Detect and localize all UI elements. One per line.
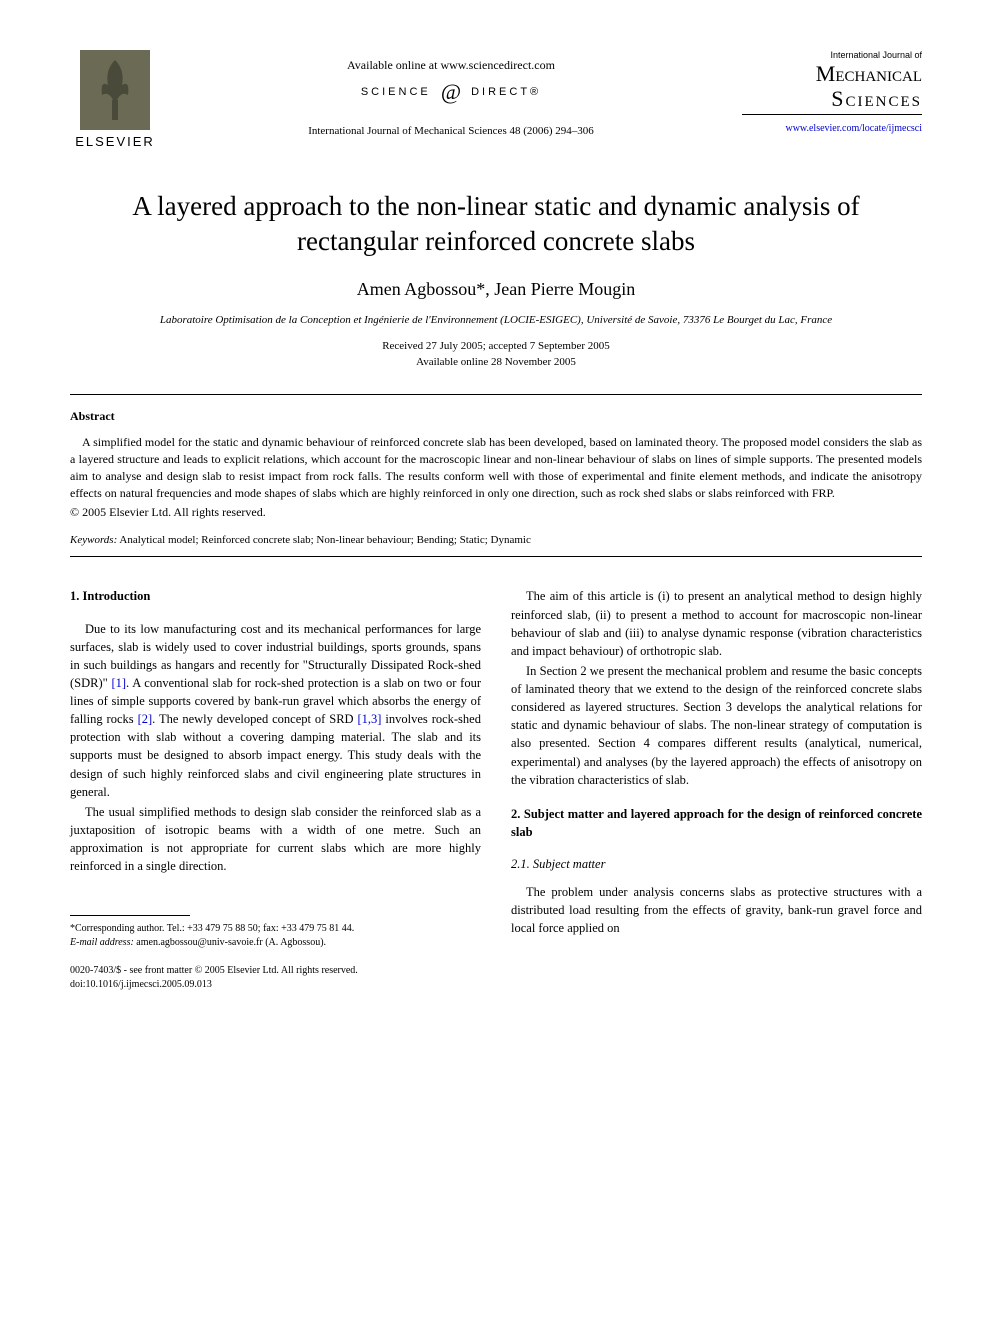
intro-p1c: . The newly developed concept of SRD xyxy=(152,712,357,726)
journal-reference: International Journal of Mechanical Scie… xyxy=(160,125,742,137)
email-address[interactable]: amen.agbossou@univ-savoie.fr (A. Agbosso… xyxy=(134,937,326,948)
footnote-separator xyxy=(70,915,190,916)
intro-para-2: The usual simplified methods to design s… xyxy=(70,803,481,876)
elsevier-tree-icon xyxy=(80,50,150,130)
journal-divider xyxy=(742,114,922,115)
footer-line-1: 0020-7403/$ - see front matter © 2005 El… xyxy=(70,964,481,978)
journal-logo-main: Mechanical xyxy=(742,62,922,86)
elsevier-label: ELSEVIER xyxy=(75,134,155,149)
received-date: Received 27 July 2005; accepted 7 Septem… xyxy=(70,340,922,352)
abstract-section: Abstract A simplified model for the stat… xyxy=(70,409,922,520)
journal-logo-top: International Journal of xyxy=(742,50,922,60)
col2-para-1: The aim of this article is (i) to presen… xyxy=(511,587,922,660)
science-direct-logo: SCIENCE @ DIRECT® xyxy=(160,79,742,105)
science-text: SCIENCE xyxy=(361,86,431,98)
footer-line-2: doi:10.1016/j.ijmecsci.2005.09.013 xyxy=(70,978,481,992)
keywords: Keywords: Analytical model; Reinforced c… xyxy=(70,534,922,546)
direct-text: DIRECT® xyxy=(471,86,541,98)
left-column: 1. Introduction Due to its low manufactu… xyxy=(70,587,481,992)
columns: 1. Introduction Due to its low manufactu… xyxy=(70,587,922,992)
authors: Amen Agbossou*, Jean Pierre Mougin xyxy=(70,279,922,300)
ref-link-13[interactable]: [1,3] xyxy=(358,712,382,726)
at-icon: @ xyxy=(441,79,461,104)
affiliation: Laboratoire Optimisation de la Conceptio… xyxy=(70,314,922,326)
section-2-1-heading: 2.1. Subject matter xyxy=(511,855,922,873)
journal-logo-sub: Sciences xyxy=(742,86,922,112)
journal-logo: International Journal of Mechanical Scie… xyxy=(742,50,922,134)
abstract-heading: Abstract xyxy=(70,409,922,424)
intro-para-1: Due to its low manufacturing cost and it… xyxy=(70,620,481,801)
right-column: The aim of this article is (i) to presen… xyxy=(511,587,922,992)
sec21-para-1: The problem under analysis concerns slab… xyxy=(511,883,922,937)
keywords-text: Analytical model; Reinforced concrete sl… xyxy=(117,534,531,546)
ref-link-2[interactable]: [2] xyxy=(138,712,153,726)
email-label: E-mail address: xyxy=(70,937,134,948)
available-online-text: Available online at www.sciencedirect.co… xyxy=(160,58,742,73)
keywords-label: Keywords: xyxy=(70,534,117,546)
section-2-heading: 2. Subject matter and layered approach f… xyxy=(511,805,922,841)
footnote-email: E-mail address: amen.agbossou@univ-savoi… xyxy=(70,936,481,950)
keywords-divider xyxy=(70,556,922,557)
elsevier-logo: ELSEVIER xyxy=(70,50,160,149)
online-date: Available online 28 November 2005 xyxy=(70,356,922,368)
journal-link[interactable]: www.elsevier.com/locate/ijmecsci xyxy=(742,123,922,134)
footnote-corresponding: *Corresponding author. Tel.: +33 479 75 … xyxy=(70,922,481,936)
abstract-top-divider xyxy=(70,394,922,395)
footer-meta: 0020-7403/$ - see front matter © 2005 El… xyxy=(70,964,481,992)
paper-title: A layered approach to the non-linear sta… xyxy=(110,189,882,259)
abstract-text: A simplified model for the static and dy… xyxy=(70,434,922,501)
ref-link-1[interactable]: [1] xyxy=(111,676,126,690)
abstract-copyright: © 2005 Elsevier Ltd. All rights reserved… xyxy=(70,505,922,520)
intro-heading: 1. Introduction xyxy=(70,587,481,605)
center-header: Available online at www.sciencedirect.co… xyxy=(160,50,742,137)
header-row: ELSEVIER Available online at www.science… xyxy=(70,50,922,149)
col2-para-2: In Section 2 we present the mechanical p… xyxy=(511,662,922,789)
